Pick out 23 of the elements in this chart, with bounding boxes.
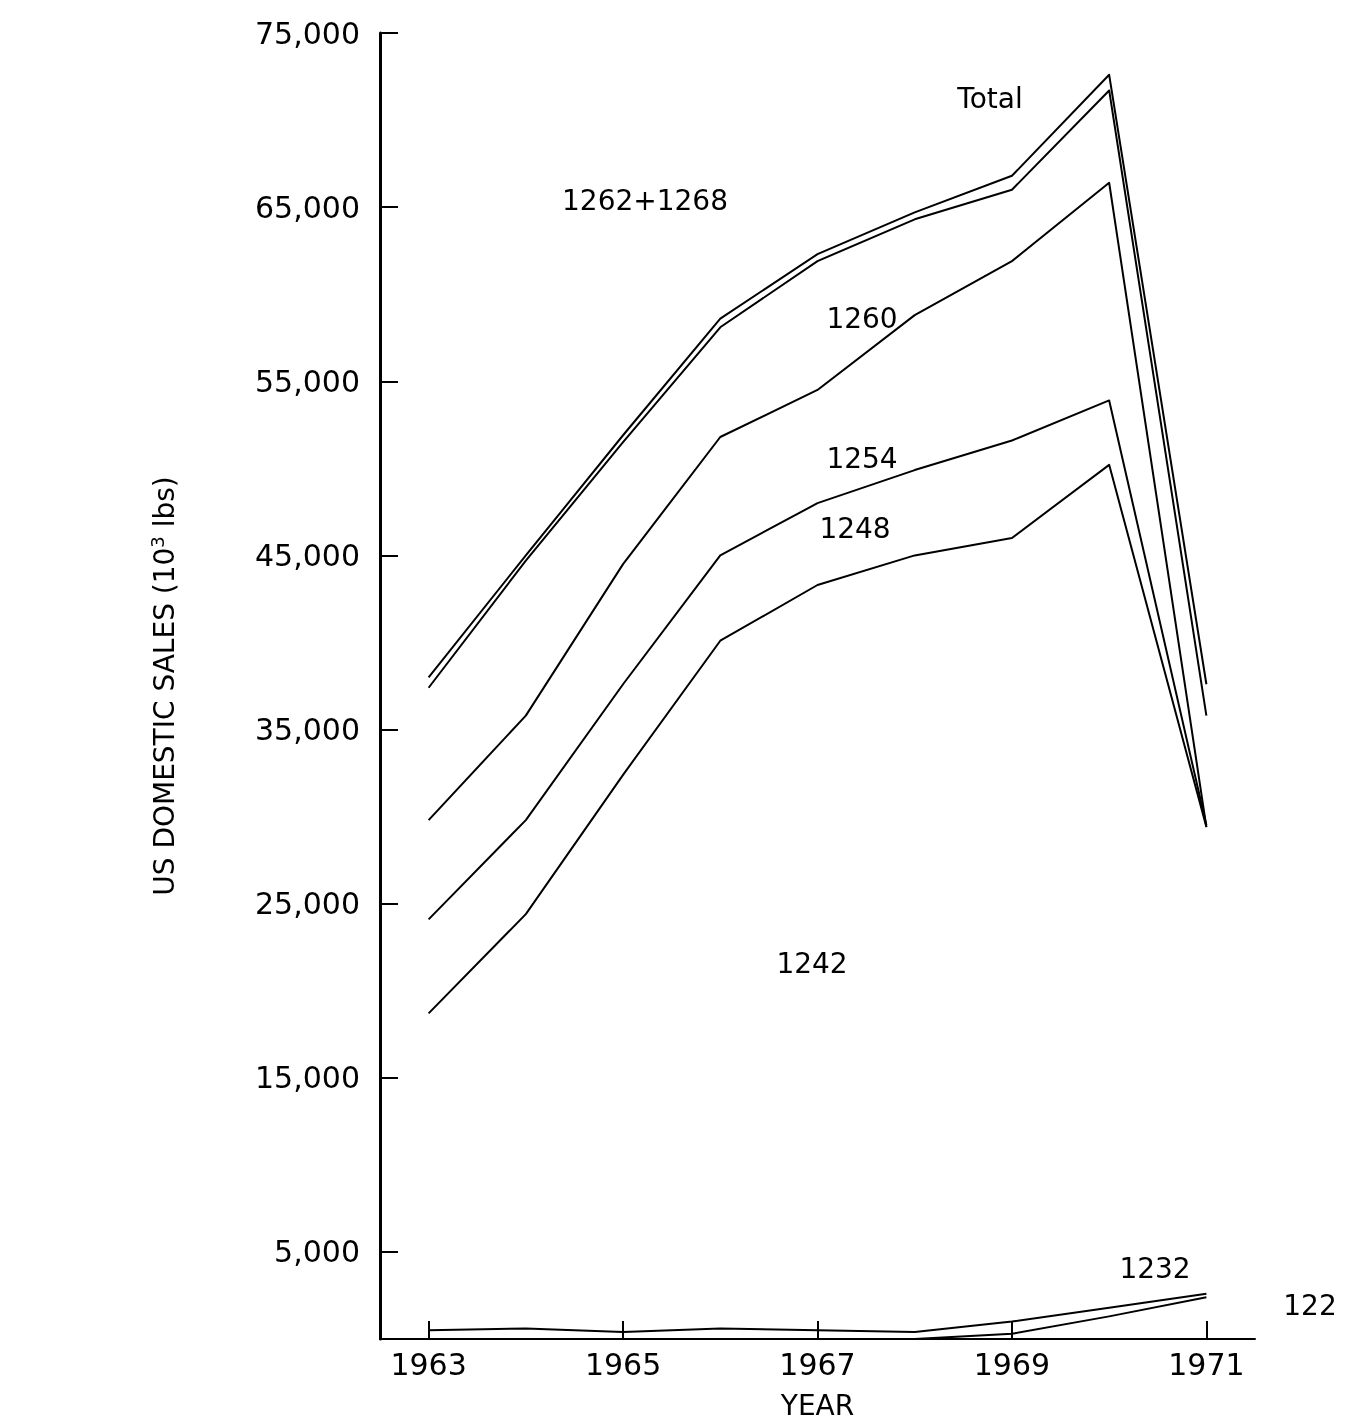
annotation: 1262+1268 (562, 183, 728, 217)
annotation: 1248 (819, 511, 891, 545)
x-axis-title: YEAR (779, 1388, 855, 1422)
text: 122 (1283, 1288, 1337, 1322)
y-tick-label: 75,000 (255, 15, 360, 51)
y-tick-label: 55,000 (255, 363, 360, 399)
x-tick-label: 1969 (973, 1346, 1051, 1382)
x-tick-label: 1967 (779, 1346, 856, 1382)
annotation: 1254 (826, 441, 898, 475)
annotation: 1232 (1119, 1251, 1191, 1285)
y-tick-label: 45,000 (255, 537, 360, 573)
x-tick-label: 1971 (1168, 1346, 1245, 1382)
y-tick-label: 25,000 (255, 886, 360, 922)
annotation: Total (956, 81, 1023, 115)
annotation: 1260 (826, 301, 898, 335)
x-tick-label: 1965 (584, 1346, 662, 1382)
y-tick-label: 5,000 (274, 1234, 360, 1270)
x-tick-label: 1963 (390, 1346, 467, 1382)
y-tick-label: 35,000 (255, 712, 360, 748)
y-axis-title: US DOMESTIC SALES (103 lbs) (146, 476, 181, 896)
annotation: 1242 (776, 946, 848, 980)
y-tick-label: 65,000 (255, 189, 360, 225)
y-tick-label: 15,000 (255, 1060, 360, 1096)
